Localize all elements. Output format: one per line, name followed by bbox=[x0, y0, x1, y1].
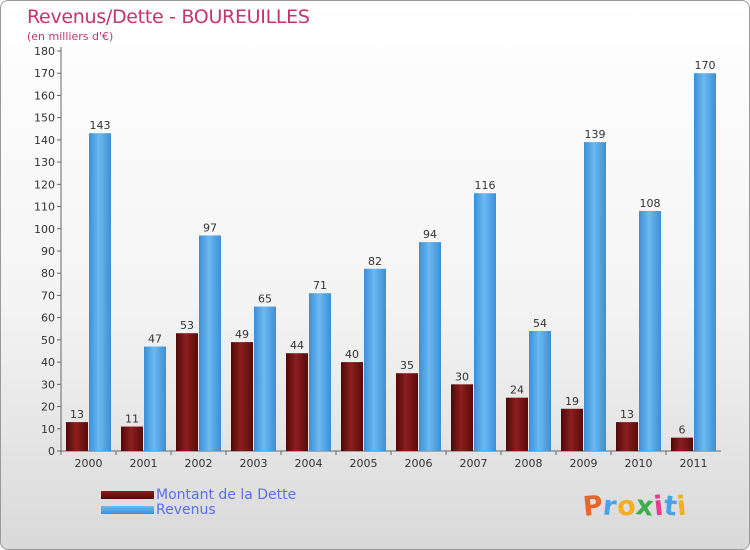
y-tick-label: 10 bbox=[41, 423, 55, 436]
chart-subtitle: (en milliers d'€) bbox=[27, 30, 114, 43]
y-tick-label: 130 bbox=[34, 156, 55, 169]
data-label-dette: 6 bbox=[679, 424, 686, 437]
y-tick-label: 100 bbox=[34, 223, 55, 236]
y-tick-label: 140 bbox=[34, 134, 55, 147]
bar-revenus bbox=[584, 142, 606, 451]
x-tick-label: 2006 bbox=[405, 457, 433, 470]
x-tick-label: 2007 bbox=[460, 457, 488, 470]
data-label-revenus: 71 bbox=[313, 279, 327, 292]
data-label-revenus: 94 bbox=[423, 228, 437, 241]
legend-label-dette: Montant de la Dette bbox=[156, 486, 297, 503]
data-label-dette: 44 bbox=[290, 339, 304, 352]
data-label-revenus: 116 bbox=[475, 179, 496, 192]
data-label-revenus: 82 bbox=[368, 255, 382, 268]
y-tick-label: 70 bbox=[41, 289, 55, 302]
legend: Montant de la Dette Revenus bbox=[101, 486, 297, 518]
bar-dette bbox=[121, 426, 143, 451]
x-tick-label: 2008 bbox=[515, 457, 543, 470]
bar-revenus bbox=[254, 306, 276, 451]
data-label-revenus: 97 bbox=[203, 221, 217, 234]
data-label-revenus: 143 bbox=[90, 119, 111, 132]
y-tick-label: 180 bbox=[34, 45, 55, 58]
bar-revenus bbox=[474, 193, 496, 451]
bar-revenus bbox=[639, 211, 661, 451]
data-label-dette: 19 bbox=[565, 395, 579, 408]
bar-dette bbox=[286, 353, 308, 451]
y-tick-label: 40 bbox=[41, 356, 55, 369]
data-label-revenus: 54 bbox=[533, 317, 547, 330]
y-tick-label: 80 bbox=[41, 267, 55, 280]
y-tick-label: 60 bbox=[41, 312, 55, 325]
bar-dette bbox=[616, 422, 638, 451]
data-label-dette: 13 bbox=[70, 408, 84, 421]
y-tick-label: 20 bbox=[41, 401, 55, 414]
x-tick-label: 2011 bbox=[680, 457, 708, 470]
data-label-revenus: 65 bbox=[258, 293, 272, 306]
bar-dette bbox=[396, 373, 418, 451]
y-tick-label: 150 bbox=[34, 112, 55, 125]
x-tick-label: 2002 bbox=[185, 457, 213, 470]
data-label-dette: 35 bbox=[400, 359, 414, 372]
x-tick-label: 2000 bbox=[75, 457, 103, 470]
y-tick-label: 90 bbox=[41, 245, 55, 258]
bar-revenus bbox=[529, 331, 551, 451]
legend-label-revenus: Revenus bbox=[156, 501, 216, 518]
bars bbox=[66, 73, 716, 451]
data-label-dette: 30 bbox=[455, 370, 469, 383]
x-tick-label: 2004 bbox=[295, 457, 323, 470]
x-tick-label: 2005 bbox=[350, 457, 378, 470]
bar-revenus bbox=[89, 133, 111, 451]
bar-dette bbox=[506, 397, 528, 451]
data-label-revenus: 108 bbox=[640, 197, 661, 210]
bar-dette bbox=[176, 333, 198, 451]
x-tick-label: 2003 bbox=[240, 457, 268, 470]
data-label-revenus: 170 bbox=[695, 59, 716, 72]
bar-revenus bbox=[199, 235, 221, 451]
legend-swatch-dette bbox=[101, 490, 154, 499]
y-tick-label: 120 bbox=[34, 178, 55, 191]
y-tick-label: 0 bbox=[48, 445, 55, 458]
bar-dette bbox=[341, 362, 363, 451]
x-tick-label: 2009 bbox=[570, 457, 598, 470]
legend-item-dette: Montant de la Dette bbox=[101, 486, 297, 503]
bar-revenus bbox=[364, 268, 386, 451]
legend-item-revenus: Revenus bbox=[101, 501, 296, 518]
data-label-revenus: 47 bbox=[148, 333, 162, 346]
y-tick-label: 110 bbox=[34, 201, 55, 214]
y-tick-label: 160 bbox=[34, 89, 55, 102]
bar-dette bbox=[66, 422, 88, 451]
bar-revenus bbox=[419, 242, 441, 451]
x-tick-label: 2001 bbox=[130, 457, 158, 470]
legend-swatch-revenus bbox=[101, 505, 154, 514]
data-label-dette: 13 bbox=[620, 408, 634, 421]
axes: 0 10 20 30 40 50 60 70 80 90 100 110 120 130 140 150 160… bbox=[34, 45, 721, 470]
data-labels: 13 143 11 47 53 97 49 65 44 71 40 82 35 94 30 116 24 54 19… bbox=[70, 59, 716, 436]
y-tick-label: 50 bbox=[41, 334, 55, 347]
bar-dette bbox=[671, 437, 693, 451]
proxiti-logo: Proxiti bbox=[581, 490, 689, 523]
y-tick-label: 170 bbox=[34, 67, 55, 80]
bar-dette bbox=[561, 408, 583, 451]
bar-revenus bbox=[309, 293, 331, 451]
chart-title: Revenus/Dette - BOUREUILLES bbox=[27, 6, 310, 28]
data-label-dette: 11 bbox=[125, 413, 139, 426]
x-tick-label: 2010 bbox=[625, 457, 653, 470]
bar-revenus bbox=[694, 73, 716, 451]
data-label-dette: 24 bbox=[510, 384, 524, 397]
data-label-dette: 49 bbox=[235, 328, 249, 341]
y-tick-label: 30 bbox=[41, 378, 55, 391]
bar-dette bbox=[451, 384, 473, 451]
data-label-dette: 53 bbox=[180, 319, 194, 332]
data-label-dette: 40 bbox=[345, 348, 359, 361]
data-label-revenus: 139 bbox=[585, 128, 606, 141]
bar-revenus bbox=[144, 346, 166, 451]
bar-dette bbox=[231, 342, 253, 451]
